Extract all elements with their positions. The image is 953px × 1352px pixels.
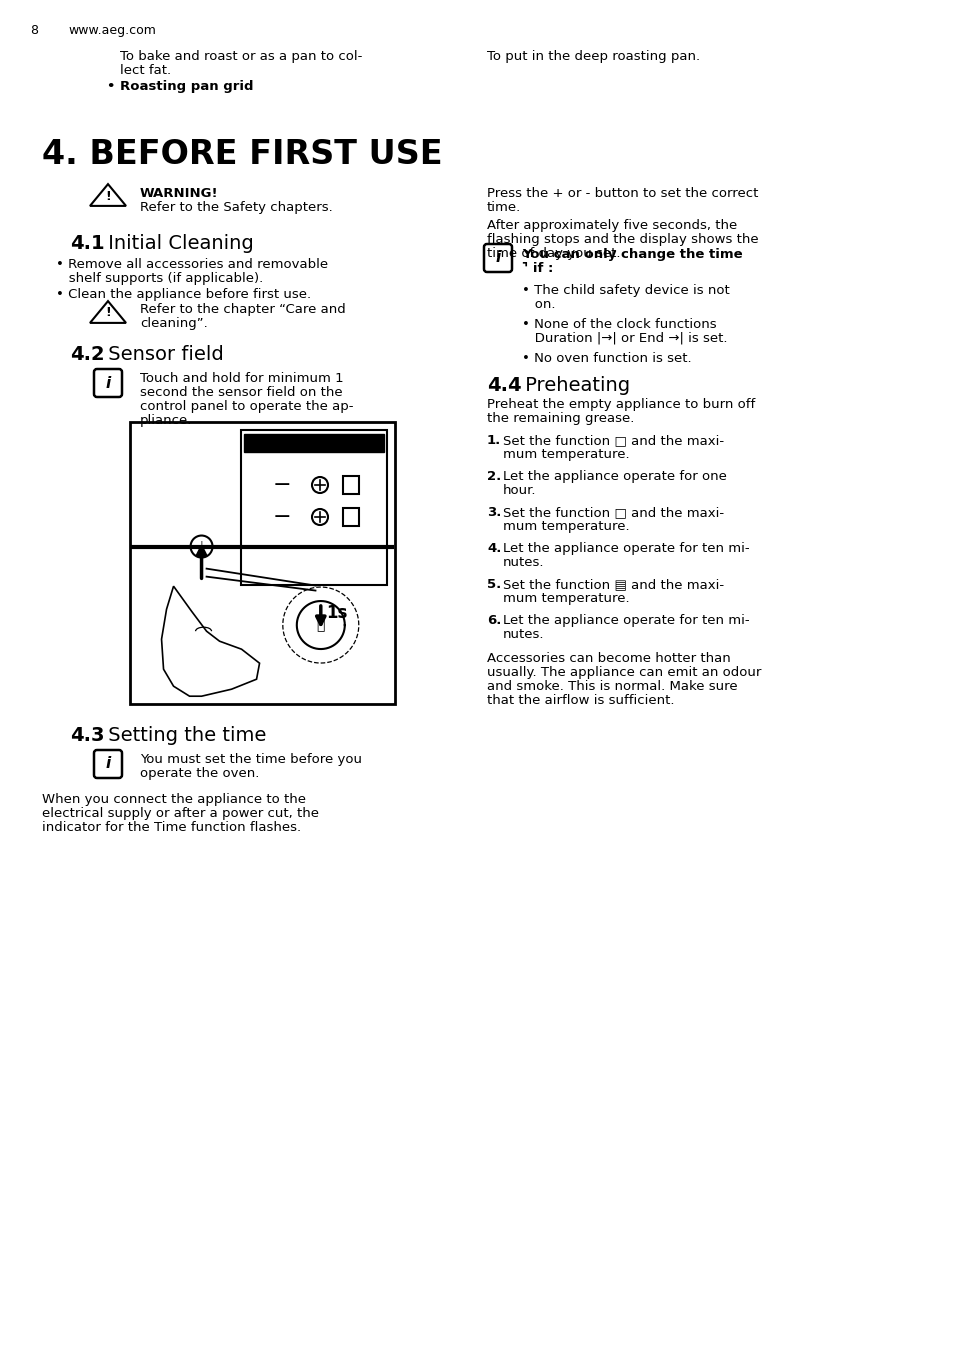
Text: that the airflow is sufficient.: that the airflow is sufficient. — [486, 694, 674, 707]
Text: ⌝ if :: ⌝ if : — [521, 262, 553, 274]
Text: second the sensor field on the: second the sensor field on the — [140, 387, 342, 399]
Text: After approximately five seconds, the: After approximately five seconds, the — [486, 219, 737, 233]
Text: To bake and roast or as a pan to col-: To bake and roast or as a pan to col- — [120, 50, 362, 64]
Text: 2.: 2. — [486, 470, 500, 483]
Text: i: i — [495, 250, 500, 265]
Bar — [241, 430, 387, 585]
Text: │: │ — [198, 541, 204, 553]
Bar — [342, 508, 358, 526]
Text: • The child safety device is not: • The child safety device is not — [521, 284, 729, 297]
Text: ⏻: ⏻ — [316, 618, 325, 631]
Bar — [342, 476, 358, 493]
Text: Initial Cleaning: Initial Cleaning — [102, 234, 253, 253]
Text: −: − — [273, 475, 291, 495]
Text: nutes.: nutes. — [502, 556, 544, 569]
Text: 1s: 1s — [326, 604, 347, 622]
Text: Let the appliance operate for one: Let the appliance operate for one — [502, 470, 726, 483]
Text: You can only change the time: You can only change the time — [521, 247, 741, 261]
Text: control panel to operate the ap-: control panel to operate the ap- — [140, 400, 354, 412]
Text: Duration |→| or End →| is set.: Duration |→| or End →| is set. — [521, 333, 727, 345]
Text: cleaning”.: cleaning”. — [140, 316, 208, 330]
Text: • No oven function is set.: • No oven function is set. — [521, 352, 691, 365]
Text: Preheating: Preheating — [518, 376, 630, 395]
Text: 5.: 5. — [486, 579, 500, 591]
Text: indicator for the Time function flashes.: indicator for the Time function flashes. — [42, 821, 301, 834]
Text: !: ! — [105, 189, 111, 203]
Text: Accessories can become hotter than: Accessories can become hotter than — [486, 652, 730, 665]
Text: shelf supports (if applicable).: shelf supports (if applicable). — [56, 272, 263, 285]
Text: To put in the deep roasting pan.: To put in the deep roasting pan. — [486, 50, 700, 64]
Text: • None of the clock functions: • None of the clock functions — [521, 318, 716, 331]
Bar — [244, 434, 384, 452]
Text: −: − — [273, 507, 291, 527]
Text: electrical supply or after a power cut, the: electrical supply or after a power cut, … — [42, 807, 318, 821]
Text: When you connect the appliance to the: When you connect the appliance to the — [42, 794, 306, 806]
Text: pliance.: pliance. — [140, 414, 193, 427]
Text: the remaining grease.: the remaining grease. — [486, 412, 634, 425]
Text: time.: time. — [486, 201, 520, 214]
Text: i: i — [105, 376, 111, 391]
Text: 4.1: 4.1 — [70, 234, 105, 253]
Text: on.: on. — [521, 297, 555, 311]
Text: WARNING!: WARNING! — [140, 187, 218, 200]
Text: www.aeg.com: www.aeg.com — [68, 24, 155, 37]
Text: Setting the time: Setting the time — [102, 726, 266, 745]
Text: Touch and hold for minimum 1: Touch and hold for minimum 1 — [140, 372, 343, 385]
Text: time of day you set.: time of day you set. — [486, 247, 619, 260]
Text: mum temperature.: mum temperature. — [502, 592, 629, 604]
Text: mum temperature.: mum temperature. — [502, 448, 629, 461]
Text: 4.2: 4.2 — [70, 345, 105, 364]
FancyBboxPatch shape — [483, 243, 512, 272]
Text: !: ! — [105, 307, 111, 319]
Text: 1.: 1. — [486, 434, 500, 448]
Text: Let the appliance operate for ten mi-: Let the appliance operate for ten mi- — [502, 542, 749, 556]
Text: usually. The appliance can emit an odour: usually. The appliance can emit an odour — [486, 667, 760, 679]
Text: 4.4: 4.4 — [486, 376, 521, 395]
Text: flashing stops and the display shows the: flashing stops and the display shows the — [486, 233, 758, 246]
FancyBboxPatch shape — [94, 750, 122, 777]
Text: 6.: 6. — [486, 614, 501, 627]
Text: hour.: hour. — [502, 484, 536, 498]
Text: 8: 8 — [30, 24, 38, 37]
Text: Refer to the chapter “Care and: Refer to the chapter “Care and — [140, 303, 345, 316]
Text: lect fat.: lect fat. — [120, 64, 171, 77]
Text: Refer to the Safety chapters.: Refer to the Safety chapters. — [140, 201, 333, 214]
Text: 4.: 4. — [486, 542, 501, 556]
Text: Press the + or - button to set the correct: Press the + or - button to set the corre… — [486, 187, 758, 200]
Bar — [130, 422, 395, 704]
Text: Set the function □ and the maxi-: Set the function □ and the maxi- — [502, 434, 723, 448]
Text: Preheat the empty appliance to burn off: Preheat the empty appliance to burn off — [486, 397, 755, 411]
Text: 4. BEFORE FIRST USE: 4. BEFORE FIRST USE — [42, 138, 442, 170]
Text: Let the appliance operate for ten mi-: Let the appliance operate for ten mi- — [502, 614, 749, 627]
FancyBboxPatch shape — [94, 369, 122, 397]
Text: and smoke. This is normal. Make sure: and smoke. This is normal. Make sure — [486, 680, 737, 694]
Text: mum temperature.: mum temperature. — [502, 521, 629, 533]
Text: Set the function □ and the maxi-: Set the function □ and the maxi- — [502, 506, 723, 519]
Text: 3.: 3. — [486, 506, 501, 519]
Text: • Clean the appliance before first use.: • Clean the appliance before first use. — [56, 288, 311, 301]
Text: • Roasting pan grid: • Roasting pan grid — [107, 80, 253, 93]
Text: You must set the time before you: You must set the time before you — [140, 753, 361, 767]
Text: Sensor field: Sensor field — [102, 345, 224, 364]
Text: nutes.: nutes. — [502, 627, 544, 641]
Text: operate the oven.: operate the oven. — [140, 767, 259, 780]
Text: i: i — [105, 757, 111, 772]
Text: Set the function ▤ and the maxi-: Set the function ▤ and the maxi- — [502, 579, 723, 591]
Text: 4.3: 4.3 — [70, 726, 105, 745]
Text: • Remove all accessories and removable: • Remove all accessories and removable — [56, 258, 328, 270]
